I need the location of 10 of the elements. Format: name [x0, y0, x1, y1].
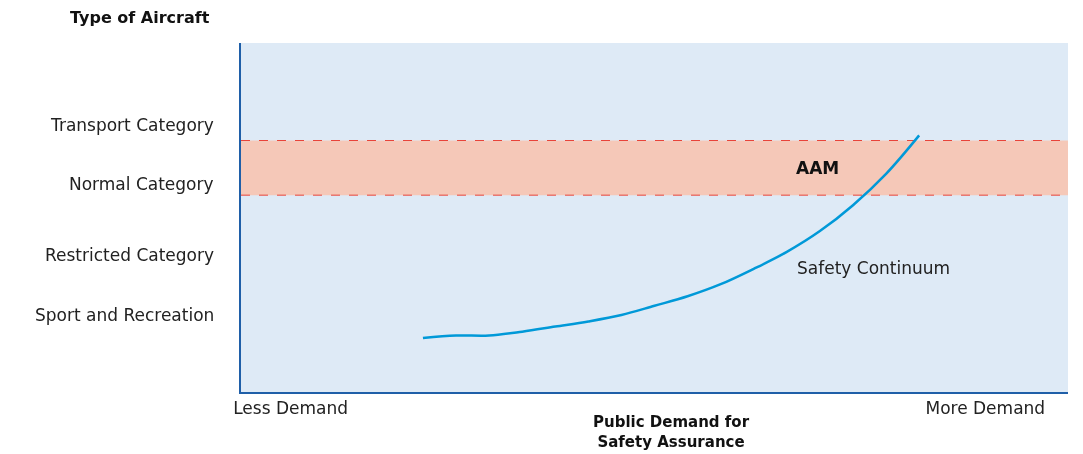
x-axis-title: Public Demand for Safety Assurance — [593, 413, 750, 451]
text: Sport and Recreation — [35, 305, 215, 325]
x-tick-label: More Demand — [925, 398, 1046, 419]
x-tick-label: Less Demand — [233, 398, 349, 419]
series-label: Safety Continuum — [797, 258, 951, 278]
text: Transport Category — [50, 115, 214, 135]
band-label: AAM — [796, 158, 840, 178]
text: Restricted Category — [45, 245, 215, 265]
text: Type of Aircraft — [70, 8, 210, 27]
text: Normal Category — [69, 174, 214, 194]
